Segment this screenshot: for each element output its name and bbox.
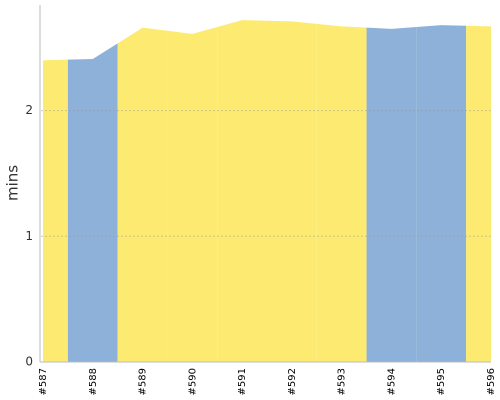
y-tick-label: 2 [25,103,33,117]
x-tick-label: #594 [386,368,397,395]
area-segment [416,25,467,363]
area-segment [316,23,367,363]
x-tick-label: #591 [237,368,248,395]
x-tick-label: #596 [486,368,497,395]
area-segment [167,26,218,363]
area-segment [67,43,118,363]
area-segment [267,20,317,363]
y-tick-label: 1 [25,229,33,243]
x-tick-label: #587 [38,368,49,395]
x-tick-label: #589 [138,368,149,395]
area-segment [466,25,491,362]
area-segment [117,27,168,362]
y-tick-label: 0 [25,355,33,369]
area-segment [217,20,267,363]
x-tick-label: #590 [187,368,198,395]
area-segment [43,59,68,363]
x-tick-label: #588 [88,368,99,395]
x-tick-label: #595 [436,368,447,395]
x-tick-label: #592 [287,368,298,395]
y-axis-label: mins [4,165,22,201]
area-segment [366,26,417,363]
x-tick-label: #593 [337,368,348,395]
